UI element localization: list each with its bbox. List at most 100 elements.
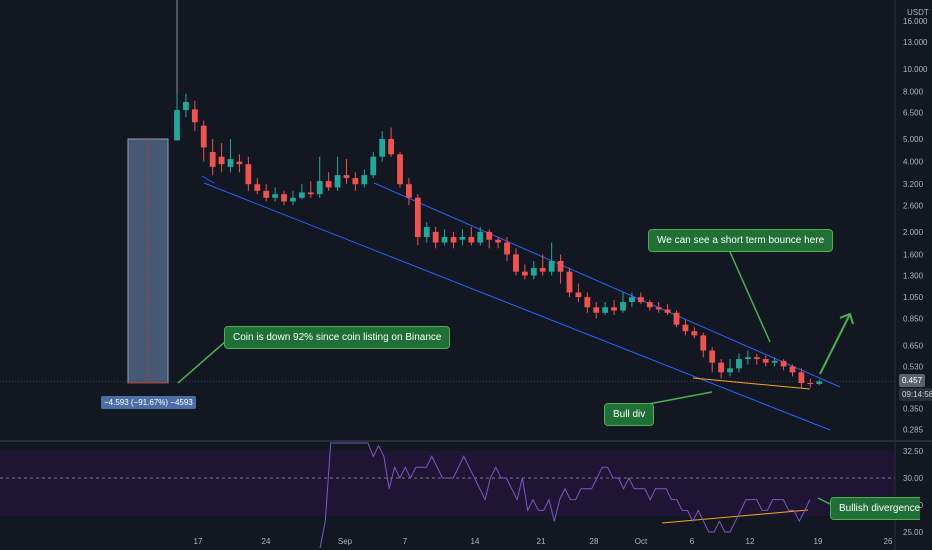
x-tick-label: 26 <box>884 537 893 546</box>
y-tick-label: 0.285 <box>903 425 924 434</box>
y-tick-label: 0.850 <box>903 315 924 324</box>
candle-body <box>191 109 198 123</box>
candle-body <box>682 324 689 332</box>
y-tick-label: 16.000 <box>903 17 928 26</box>
x-tick-label: 7 <box>403 537 408 546</box>
y-tick-label: 8.000 <box>903 87 924 96</box>
x-tick-label: 24 <box>262 537 271 546</box>
rsi-divergence-line <box>661 509 809 524</box>
annotation-bullish-divergence[interactable]: Bullish divergence <box>830 497 921 520</box>
candle-body <box>744 357 751 360</box>
candle-body <box>798 372 805 383</box>
candle-body <box>227 159 234 167</box>
candle-body <box>700 335 707 351</box>
candle-body <box>450 237 457 243</box>
price-divergence-line <box>692 377 811 390</box>
candle-body <box>343 175 350 179</box>
candle-body <box>504 242 510 255</box>
candle-body <box>539 267 546 272</box>
candle-body <box>486 231 493 240</box>
last-price-badge: 0.457 <box>899 374 926 387</box>
rsi-tick-label: 25.00 <box>903 528 924 537</box>
candle-body <box>584 297 591 308</box>
y-tick-label: 3.200 <box>903 180 924 189</box>
y-tick-label: 4.000 <box>903 158 924 167</box>
candle-body <box>548 261 555 272</box>
y-tick-label: 6.500 <box>903 108 924 117</box>
candle-body <box>200 125 207 148</box>
channel-lower-line <box>203 182 831 431</box>
rsi-line <box>319 442 811 549</box>
candle-body <box>325 181 332 188</box>
listing-pointer <box>177 340 227 384</box>
candle-body <box>209 151 216 167</box>
candle-body <box>236 161 243 165</box>
candle-body <box>789 366 796 373</box>
candle-body <box>388 139 394 155</box>
x-tick-label: 28 <box>590 537 599 546</box>
x-tick-label: 12 <box>746 537 755 546</box>
candle-body <box>736 359 742 369</box>
candle-body <box>655 307 662 310</box>
y-tick-label: 0.650 <box>903 342 924 351</box>
countdown-badge: 09:14:58 <box>899 388 932 401</box>
up-arrow-head <box>839 312 854 325</box>
candle-body <box>361 175 368 185</box>
candle-body <box>646 302 653 308</box>
candle-body <box>281 194 287 202</box>
y-tick-label: 5.000 <box>903 135 924 144</box>
y-tick-label: 1.600 <box>903 250 924 259</box>
candle-body <box>468 237 475 243</box>
candle-body <box>709 350 716 363</box>
rsi-band <box>0 451 895 516</box>
y-tick-label: 10.000 <box>903 65 928 74</box>
candle-body <box>718 362 725 373</box>
candle-body <box>183 102 189 111</box>
candle-body <box>272 194 279 198</box>
annotation-bull-div[interactable]: Bull div <box>604 403 655 426</box>
candle-body <box>254 184 261 191</box>
y-tick-label: 13.000 <box>903 38 928 47</box>
candle-body <box>513 254 519 272</box>
y-tick-label: 2.000 <box>903 228 924 237</box>
candle-body <box>816 381 823 384</box>
measure-label: −4.593 (−91.67%) −4593 <box>101 396 196 409</box>
candle-body <box>807 383 814 384</box>
candle-body <box>406 184 412 198</box>
candle-body <box>637 297 644 303</box>
candle-body <box>477 231 484 243</box>
candle-body <box>370 156 377 176</box>
candle-body <box>575 292 582 298</box>
candle-body <box>397 154 403 185</box>
rsi-tick-label: 32.50 <box>903 447 924 456</box>
y-tick-label: 1.050 <box>903 293 924 302</box>
candle-body <box>379 139 386 157</box>
y-tick-label: 0.350 <box>903 404 924 413</box>
candle-body <box>771 360 778 363</box>
candle-body <box>298 192 305 198</box>
candle-body <box>263 190 270 198</box>
candle-body <box>753 357 760 360</box>
candle-body <box>316 181 323 195</box>
candle-body <box>557 261 564 272</box>
candle-body <box>423 226 430 238</box>
channel-lower-cap <box>201 175 215 184</box>
candle-body <box>691 331 698 336</box>
candle-body <box>441 237 448 243</box>
x-tick-label: 19 <box>814 537 823 546</box>
candle-body <box>780 360 787 367</box>
candle-body <box>307 192 314 195</box>
candle-body <box>414 197 421 238</box>
candle-body <box>290 197 296 202</box>
candle-body <box>459 237 466 240</box>
x-tick-label: 14 <box>471 537 480 546</box>
annotation-bounce[interactable]: We can see a short term bounce here <box>648 229 834 252</box>
x-tick-label: Oct <box>635 537 648 546</box>
x-tick-label: 21 <box>537 537 546 546</box>
candle-body <box>334 175 341 188</box>
candle-body <box>530 267 537 276</box>
annotation-listing[interactable]: Coin is down 92% since coin listing on B… <box>224 326 451 349</box>
bullish-divergence-pointer <box>817 497 831 505</box>
currency-label: USDT <box>907 8 929 17</box>
